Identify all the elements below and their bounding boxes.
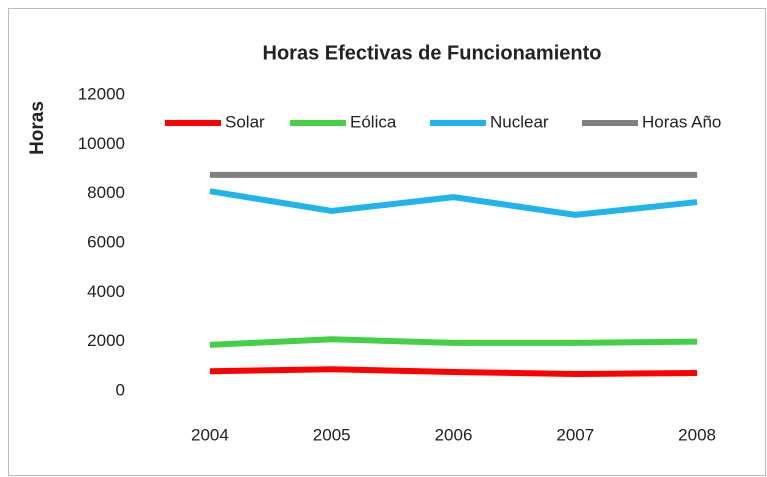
y-axis-label: Horas [27, 101, 48, 155]
y-tick-label: 6000 [87, 232, 125, 251]
legend-label: Solar [225, 112, 265, 131]
y-tick-label: 8000 [87, 183, 125, 202]
x-tick-label: 2004 [191, 425, 229, 444]
y-tick-label: 4000 [87, 282, 125, 301]
x-tick-label: 2006 [435, 425, 473, 444]
series-line [209, 336, 698, 348]
x-tick-label: 2005 [313, 425, 351, 444]
legend-label: Horas Año [642, 112, 721, 131]
legend-label: Nuclear [490, 112, 549, 131]
series-line [209, 366, 698, 377]
y-tick-label: 0 [116, 380, 125, 399]
y-tick-label: 10000 [78, 134, 125, 153]
series-line [209, 188, 698, 218]
chart-title: Horas Efectivas de Funcionamiento [263, 42, 602, 64]
y-tick-label: 12000 [78, 84, 125, 103]
y-tick-label: 2000 [87, 331, 125, 350]
x-tick-label: 2008 [678, 425, 716, 444]
chart-border [8, 8, 766, 476]
legend-label: Eólica [350, 112, 397, 131]
x-tick-label: 2007 [556, 425, 594, 444]
